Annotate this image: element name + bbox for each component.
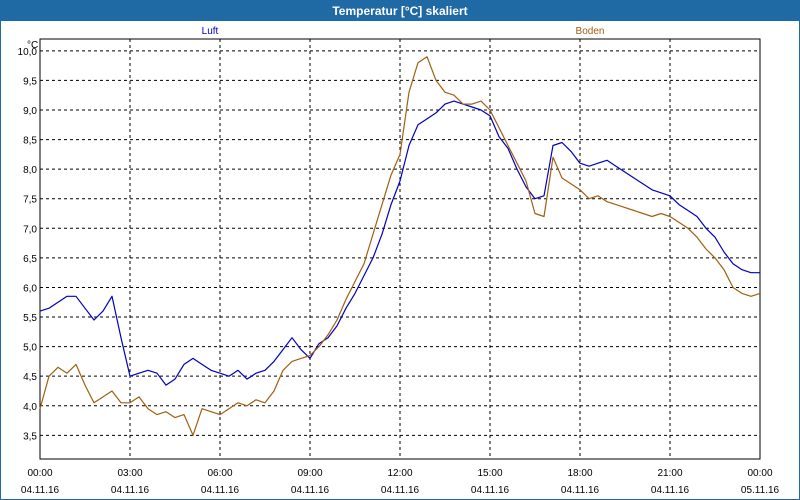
y-axis-unit: °C: [27, 40, 38, 51]
x-tick-time: 00:00: [747, 468, 772, 479]
x-tick-time: 15:00: [477, 468, 502, 479]
x-tick-date: 04.11.16: [381, 485, 420, 496]
y-tick-label: 5,0: [23, 343, 37, 354]
x-tick-date: 04.11.16: [651, 485, 690, 496]
x-tick-date: 04.11.16: [471, 485, 510, 496]
y-tick-label: 9,0: [23, 106, 37, 117]
legend-luft: Luft: [202, 26, 219, 37]
x-tick-time: 21:00: [657, 468, 682, 479]
x-tick-time: 12:00: [387, 468, 412, 479]
y-tick-label: 5,5: [23, 313, 37, 324]
window-title: Temperatur [°C] skaliert: [1, 1, 799, 21]
x-tick-date: 04.11.16: [201, 485, 240, 496]
y-tick-label: 6,0: [23, 283, 37, 294]
y-tick-label: 7,5: [23, 195, 37, 206]
x-tick-time: 18:00: [567, 468, 592, 479]
y-tick-label: 8,5: [23, 136, 37, 147]
x-tick-time: 00:00: [27, 468, 52, 479]
y-tick-label: 4,5: [23, 372, 37, 383]
y-tick-label: 8,0: [23, 165, 37, 176]
x-tick-date: 04.11.16: [561, 485, 600, 496]
series-group: [39, 56, 761, 436]
y-tick-label: 6,5: [23, 254, 37, 265]
x-tick-time: 03:00: [117, 468, 142, 479]
x-tick-date: 04.11.16: [21, 485, 60, 496]
y-axis: 10,0 9,5 9,0 8,5 8,0 7,5 7,0 6,5 6,0 5,5 5,0 4,5 4,0…: [18, 47, 38, 443]
series-line-boden: [39, 56, 761, 436]
x-tick-date: 04.11.16: [111, 485, 150, 496]
y-tick-label: 9,5: [23, 76, 37, 87]
grid: [40, 39, 760, 459]
legend-boden: Boden: [576, 26, 605, 37]
y-tick-label: 3,5: [23, 431, 37, 442]
x-tick-time: 06:00: [207, 468, 232, 479]
y-tick-label: 7,0: [23, 224, 37, 235]
x-tick-time: 09:00: [297, 468, 322, 479]
x-axis: 00:00 04.11.16 03:00 04.11.16 06:00 04.11.16 0…: [21, 468, 780, 496]
series-line-luft: [39, 100, 760, 386]
y-tick-label: 4,0: [23, 402, 37, 413]
x-tick-date: 04.11.16: [291, 485, 330, 496]
y-tick-label: 10,0: [18, 47, 38, 58]
x-tick-date: 05.11.16: [741, 485, 780, 496]
